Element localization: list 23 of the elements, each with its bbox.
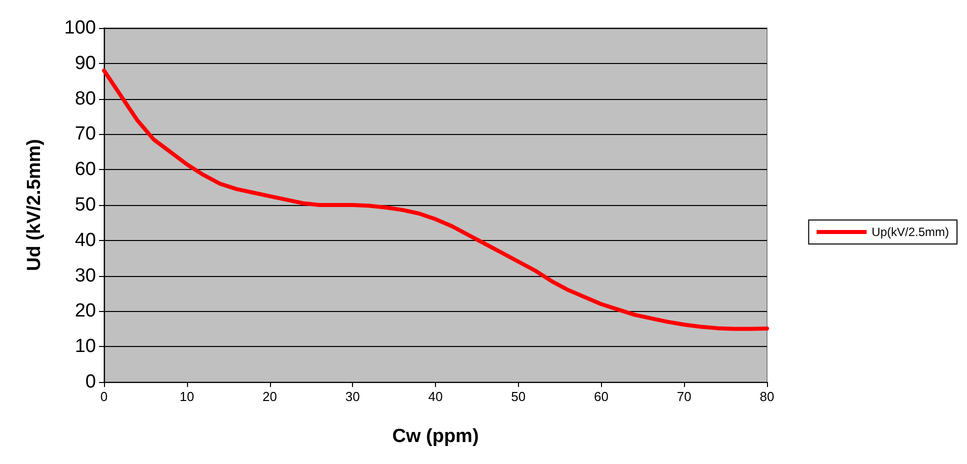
y-axis-title: Ud (kV/2.5mm) bbox=[24, 139, 45, 271]
y-tick-label: 10 bbox=[74, 336, 96, 358]
x-tick-label: 80 bbox=[760, 389, 774, 404]
y-tick-label: 80 bbox=[74, 88, 96, 110]
x-tick-label: 40 bbox=[428, 389, 443, 404]
y-tick-label: 30 bbox=[74, 265, 96, 286]
x-tick-label: 20 bbox=[262, 389, 277, 404]
y-tick-label: 100 bbox=[64, 18, 96, 38]
x-tick-label: 10 bbox=[180, 389, 194, 404]
y-tick-label: 40 bbox=[74, 230, 96, 251]
y-tick-label: 60 bbox=[74, 159, 96, 180]
y-tick-label: 70 bbox=[74, 124, 96, 145]
x-tick-label: 30 bbox=[345, 389, 360, 404]
x-tick-label: 60 bbox=[594, 389, 608, 404]
legend-label: Up(kV/2.5mm) bbox=[872, 225, 950, 239]
x-axis-title: Cw (ppm) bbox=[392, 426, 479, 447]
x-tick-label: 0 bbox=[100, 389, 108, 404]
y-tick-label: 50 bbox=[74, 194, 96, 216]
line-series bbox=[102, 68, 769, 331]
x-tick-label: 70 bbox=[676, 389, 692, 404]
y-tick-label: 20 bbox=[74, 300, 96, 322]
x-tick-label: 50 bbox=[511, 389, 526, 404]
y-tick-label: 90 bbox=[74, 52, 96, 74]
